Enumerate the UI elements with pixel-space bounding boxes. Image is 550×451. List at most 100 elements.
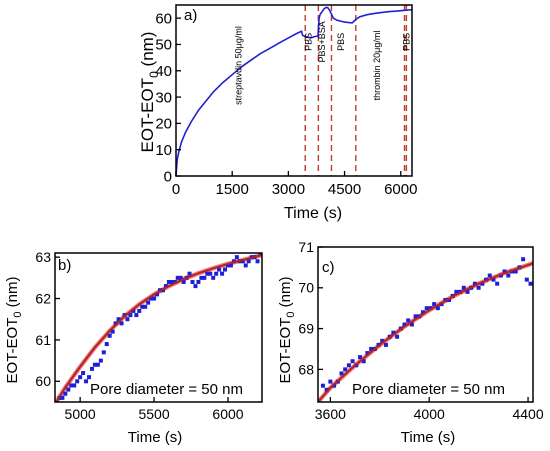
panel-b-ylabel-unit: (nm) [4, 277, 21, 312]
data-point [365, 351, 370, 356]
data-point [217, 267, 222, 272]
data-point [243, 263, 248, 268]
panel-a-plot-area: streptavdin 50μg/ml PBS PBS+BSA PBS thrombin… [175, 5, 413, 177]
panel-a-y-tick-label: 0 [164, 168, 172, 185]
data-point [502, 269, 507, 274]
data-point [89, 366, 94, 371]
data-point [465, 289, 470, 294]
panel-a-x-tick-label: 6000 [384, 181, 417, 198]
panel-c-y-tick-label: 69 [298, 320, 314, 336]
data-point [495, 281, 500, 286]
data-point [119, 321, 124, 326]
event-label: PBS+BSA [317, 21, 327, 62]
data-point [255, 259, 260, 264]
panel-a-axes: 0 1500 3000 4500 6000 0 10 20 30 40 50 60 [155, 4, 417, 198]
data-point [413, 314, 418, 319]
data-point [214, 271, 219, 276]
data-point [104, 342, 109, 347]
panel-b-ylabel-sub: 0 [12, 312, 24, 318]
panel-c: 3600 4000 4400 68 69 70 71 c) Pore diameter = … [277, 239, 544, 446]
data-point [101, 350, 106, 355]
data-point [383, 342, 388, 347]
data-point [166, 279, 171, 284]
data-point [421, 310, 426, 315]
panel-c-y-tick-label: 68 [298, 361, 314, 377]
panel-a-y-tick-label: 30 [155, 89, 172, 106]
panel-b-y-tick-label: 60 [35, 373, 51, 389]
data-point [146, 300, 151, 305]
data-point [205, 271, 210, 276]
data-point [193, 284, 198, 289]
data-point [346, 363, 351, 368]
panel-c-x-tick-label: 3600 [315, 406, 346, 422]
panel-c-ylabel-unit: (nm) [277, 277, 294, 312]
data-point [428, 306, 433, 311]
data-point [424, 306, 429, 311]
panel-c-frame [317, 246, 534, 403]
data-point [446, 298, 451, 303]
panel-c-y-tick-label: 71 [298, 239, 314, 255]
data-point [63, 391, 68, 396]
data-point [172, 279, 177, 284]
panel-a-x-tick-label: 1500 [216, 181, 249, 198]
fit-curve [318, 262, 533, 402]
data-point [208, 271, 213, 276]
data-point [175, 275, 180, 280]
data-point [358, 355, 363, 360]
fit-curve [55, 254, 262, 402]
data-point [72, 383, 77, 388]
data-point [225, 263, 230, 268]
data-point [476, 285, 481, 290]
data-point [187, 271, 192, 276]
panel-a: streptavdin 50μg/ml PBS PBS+BSA PBS thrombin… [138, 4, 417, 222]
panel-a-x-tick-label: 0 [172, 181, 180, 198]
data-point [152, 296, 157, 301]
data-point [107, 333, 112, 338]
data-point [409, 322, 414, 327]
data-point [328, 379, 333, 384]
data-point [113, 321, 118, 326]
data-point [75, 379, 80, 384]
data-point [528, 281, 533, 286]
data-point [487, 273, 492, 278]
panel-a-x-tick-label: 4500 [328, 181, 361, 198]
data-point [524, 277, 529, 282]
data-point [435, 306, 440, 311]
data-point [78, 375, 83, 380]
panel-c-axes: 3600 4000 4400 68 69 70 71 [298, 239, 543, 422]
data-point [240, 259, 245, 264]
data-point [391, 330, 396, 335]
data-point [246, 259, 251, 264]
panel-a-ylabel-main: EOT-EOT [138, 78, 157, 153]
event-label: streptavdin 50μg/ml [234, 26, 244, 105]
data-point [143, 304, 148, 309]
panel-b: 5000 5500 6000 60 61 62 63 b) Pore diameter = … [4, 249, 263, 446]
panel-a-label: a) [184, 7, 197, 24]
panel-b-label: b) [58, 257, 71, 274]
data-point [181, 279, 186, 284]
panel-a-frame [175, 4, 413, 177]
data-point [211, 275, 216, 280]
data-point [234, 255, 239, 260]
panel-b-x-tick-label: 6000 [212, 406, 243, 422]
data-point [480, 281, 485, 286]
panel-b-plot-area [55, 253, 262, 402]
data-point [454, 289, 459, 294]
panel-c-label: c) [322, 259, 335, 276]
event-label: PBS [304, 33, 314, 51]
data-point [406, 318, 411, 323]
data-point [380, 338, 385, 343]
data-point [350, 359, 355, 364]
panel-a-xlabel: Time (s) [284, 205, 342, 222]
panel-b-y-tick-label: 63 [35, 249, 51, 265]
panel-b-clip-group [55, 253, 262, 402]
data-point [87, 375, 92, 380]
data-point [92, 362, 97, 367]
event-label: PBS [336, 33, 346, 51]
data-point [258, 253, 262, 255]
data-point [134, 313, 139, 318]
data-point [190, 279, 195, 284]
series-line [175, 6, 413, 177]
data-point [128, 313, 133, 318]
